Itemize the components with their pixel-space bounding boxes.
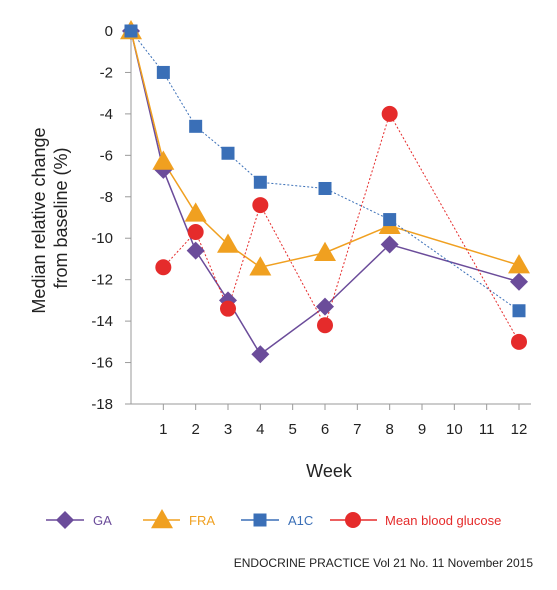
x-tick-labels: 1 2 3 4 5 6 7 8 9 10 11 12	[159, 421, 527, 438]
series-markers	[120, 20, 530, 364]
data-point-a1c	[124, 24, 138, 38]
legend-marker-a1c	[253, 513, 267, 527]
legend-label-ga: GA	[93, 513, 112, 528]
y-axis-label: Median relative change from baseline (%)	[29, 122, 71, 313]
y-tick-label: -4	[100, 106, 113, 123]
x-tick-label: 5	[288, 421, 296, 438]
y-tick-label: -6	[100, 147, 113, 164]
legend-label-fra: FRA	[189, 513, 215, 528]
x-tick-label: 3	[224, 421, 232, 438]
data-point-mean-blood-glucose	[252, 197, 269, 214]
data-point-ga	[316, 297, 334, 316]
data-point-fra	[249, 256, 272, 276]
data-point-mean-blood-glucose	[187, 224, 204, 241]
y-tick-label: -10	[91, 230, 113, 247]
y-tick-label: -18	[91, 396, 113, 413]
data-point-a1c	[253, 175, 267, 189]
data-point-a1c	[383, 213, 397, 227]
legend-marker-fra	[151, 509, 173, 529]
x-tick-label: 1	[159, 421, 167, 438]
data-point-mean-blood-glucose	[381, 105, 398, 122]
data-point-fra	[184, 202, 207, 222]
legend-label-a1c: A1C	[288, 513, 313, 528]
source-citation: ENDOCRINE PRACTICE Vol 21 No. 11 Novembe…	[233, 556, 533, 570]
data-point-a1c	[221, 146, 235, 160]
x-tick-label: 10	[446, 421, 463, 438]
y-tick-label: -14	[91, 313, 113, 330]
data-point-fra	[217, 233, 239, 253]
y-tick-label: 0	[105, 23, 113, 40]
x-axis-label: Week	[306, 461, 353, 481]
y-tick-label: -12	[91, 272, 113, 289]
data-point-a1c	[156, 65, 170, 79]
y-tick-labels: 0 -2 -4 -6 -8 -10 -12 -14 -16 -18	[91, 23, 113, 413]
legend-marker-ga	[56, 511, 74, 529]
data-point-ga	[251, 345, 270, 364]
legend: GA FRA A1C Mean blood glucose	[46, 509, 501, 529]
series-line-a1c	[130, 30, 520, 312]
data-point-ga	[510, 272, 528, 291]
series-line-ga	[130, 30, 520, 356]
x-tick-label: 7	[353, 421, 361, 438]
y-axis-label-line-1: Median relative change	[29, 127, 49, 313]
data-point-a1c	[189, 119, 203, 133]
y-tick-label: -8	[100, 189, 113, 206]
axes	[125, 23, 531, 410]
data-point-mean-blood-glucose	[317, 317, 333, 334]
x-tick-label: 2	[191, 421, 199, 438]
data-point-fra	[508, 254, 530, 274]
legend-label-mean-blood-glucose: Mean blood glucose	[385, 513, 501, 528]
y-tick-label: -16	[91, 355, 113, 372]
data-point-a1c	[318, 181, 332, 195]
x-tick-label: 11	[479, 421, 495, 438]
y-axis-label-line-2: from baseline (%)	[51, 147, 71, 288]
data-point-ga	[380, 235, 399, 254]
x-tick-label: 4	[256, 421, 264, 438]
x-tick-label: 6	[321, 421, 329, 438]
data-point-fra	[152, 150, 175, 170]
data-point-mean-blood-glucose	[155, 259, 172, 276]
x-tick-label: 12	[511, 421, 528, 438]
legend-marker-mean-blood-glucose	[345, 512, 361, 528]
x-tick-label: 8	[385, 421, 393, 438]
data-point-a1c	[512, 304, 526, 318]
series-line-mean-blood-glucose	[162, 112, 520, 343]
x-tick-label: 9	[418, 421, 426, 438]
data-point-mean-blood-glucose	[220, 300, 236, 317]
data-point-mean-blood-glucose	[511, 333, 527, 350]
y-tick-label: -2	[100, 64, 113, 81]
data-point-ga	[186, 241, 205, 260]
data-point-fra	[314, 241, 336, 261]
